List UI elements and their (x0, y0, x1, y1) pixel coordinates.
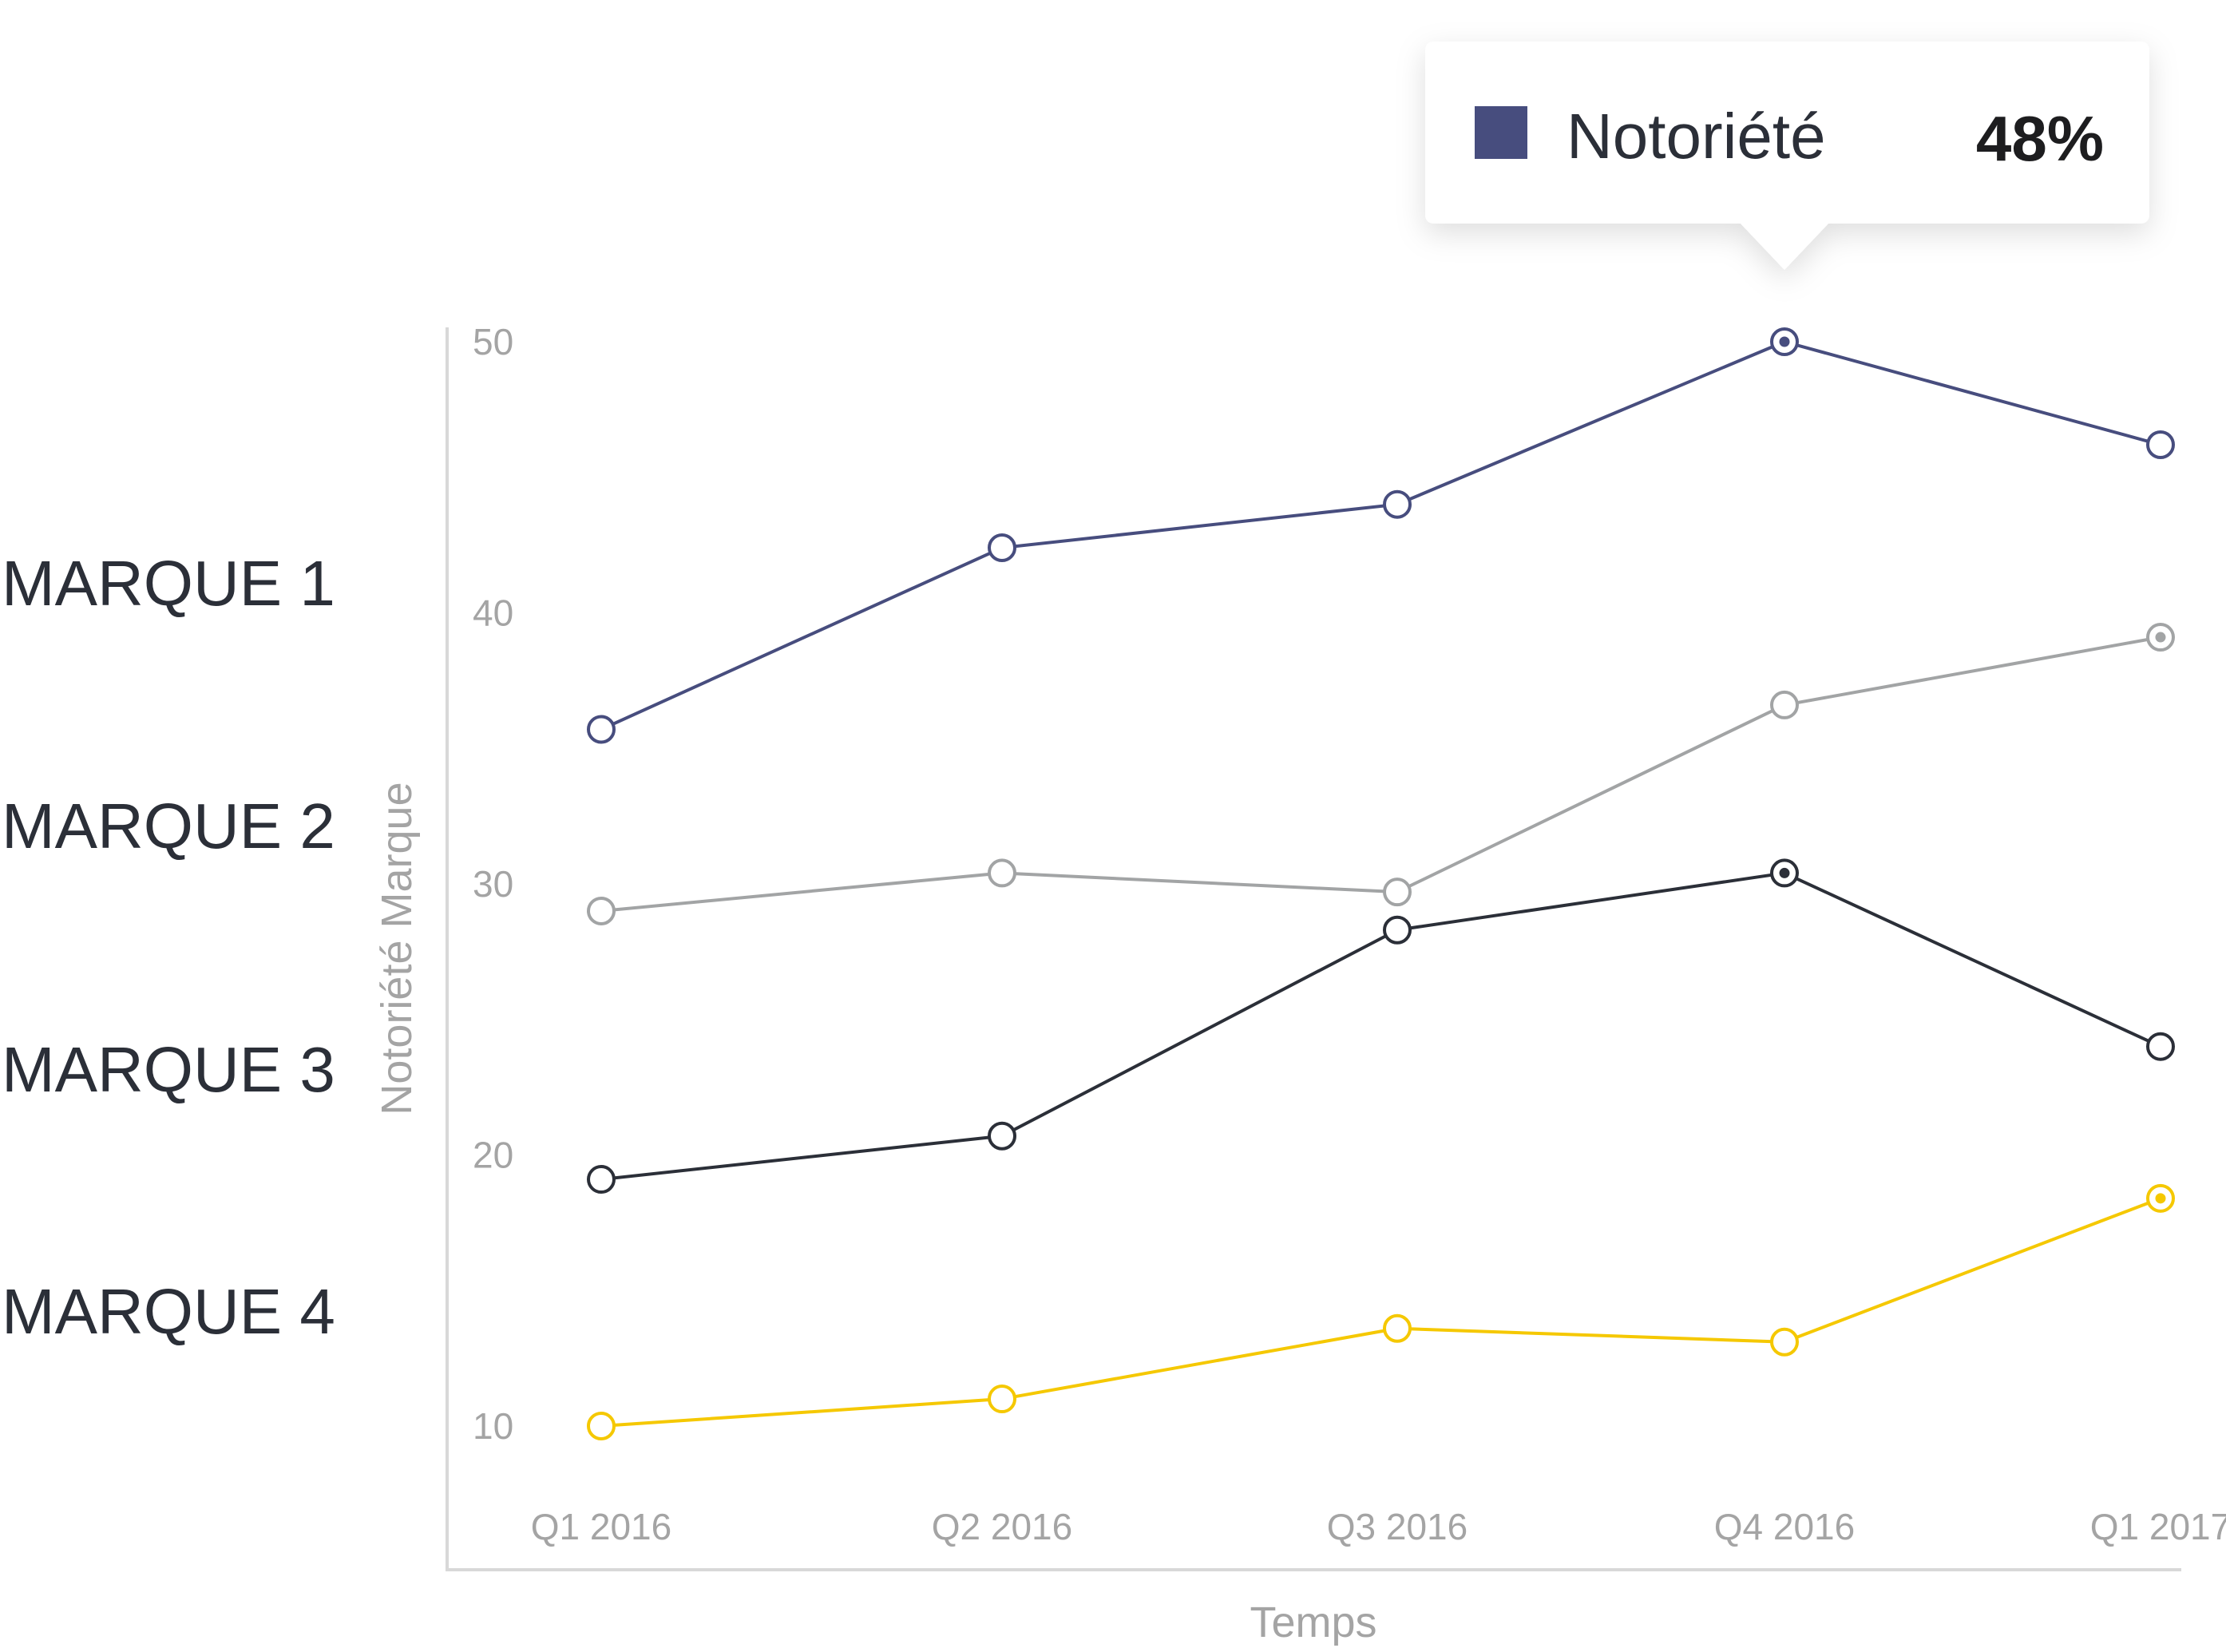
x-tick-label: Q4 2016 (1714, 1506, 1855, 1547)
data-point[interactable] (1770, 690, 1799, 719)
data-point[interactable] (1383, 489, 1412, 519)
series-4 (587, 1183, 2175, 1440)
data-point[interactable] (587, 715, 616, 744)
data-point[interactable] (988, 533, 1016, 563)
y-tick-label: 10 (473, 1405, 513, 1447)
x-tick-label: Q1 2016 (531, 1506, 671, 1547)
data-point-highlight (2155, 1193, 2166, 1204)
y-tick-label: 20 (473, 1135, 513, 1176)
legend-item-marque-4[interactable]: MARQUE 4 (2, 1276, 335, 1347)
data-point-highlight (1779, 867, 1790, 878)
legend: MARQUE 1 MARQUE 2 MARQUE 3 MARQUE 4 (2, 548, 335, 1347)
tooltip: Notoriété 48% (1425, 42, 2149, 270)
series-layer (587, 327, 2175, 1440)
series-line (600, 871, 2162, 1182)
series-2 (587, 623, 2175, 925)
y-axis-title: Notoriété Marque (373, 782, 421, 1115)
legend-item-marque-2[interactable]: MARQUE 2 (2, 790, 335, 862)
data-point-highlight (2155, 632, 2166, 643)
data-point[interactable] (587, 1412, 616, 1440)
y-tick-label: 40 (473, 592, 513, 634)
y-tick-label: 30 (473, 863, 513, 905)
data-point[interactable] (1383, 915, 1412, 945)
data-point[interactable] (587, 1165, 616, 1194)
tooltip-label: Notoriété (1567, 101, 1826, 172)
y-axis-ticks: 10 20 30 40 50 (473, 321, 513, 1447)
data-point[interactable] (1383, 878, 1412, 907)
tooltip-box (1425, 42, 2149, 270)
series-line (600, 1196, 2162, 1428)
data-point[interactable] (2146, 1032, 2175, 1061)
data-point-highlight (1779, 336, 1790, 347)
data-point[interactable] (1770, 1327, 1799, 1357)
x-axis-ticks: Q1 2016 Q2 2016 Q3 2016 Q4 2016 Q1 2017 (531, 1506, 2226, 1547)
data-point[interactable] (988, 858, 1016, 888)
series-3 (587, 858, 2175, 1194)
tooltip-value: 48% (1976, 103, 2104, 174)
x-tick-label: Q1 2017 (2090, 1506, 2226, 1547)
x-tick-label: Q2 2016 (932, 1506, 1072, 1547)
data-point[interactable] (2146, 430, 2175, 460)
data-point[interactable] (988, 1385, 1016, 1414)
tooltip-swatch (1475, 106, 1527, 159)
data-point[interactable] (587, 896, 616, 925)
data-point[interactable] (988, 1121, 1016, 1151)
legend-item-marque-1[interactable]: MARQUE 1 (2, 548, 335, 619)
legend-item-marque-3[interactable]: MARQUE 3 (2, 1034, 335, 1105)
series-line (600, 340, 2162, 731)
y-tick-label: 50 (473, 321, 513, 362)
x-tick-label: Q3 2016 (1327, 1506, 1467, 1547)
data-point[interactable] (1383, 1313, 1412, 1343)
x-axis-title: Temps (1250, 1599, 1376, 1646)
series-line (600, 636, 2162, 913)
series-1 (587, 327, 2175, 744)
